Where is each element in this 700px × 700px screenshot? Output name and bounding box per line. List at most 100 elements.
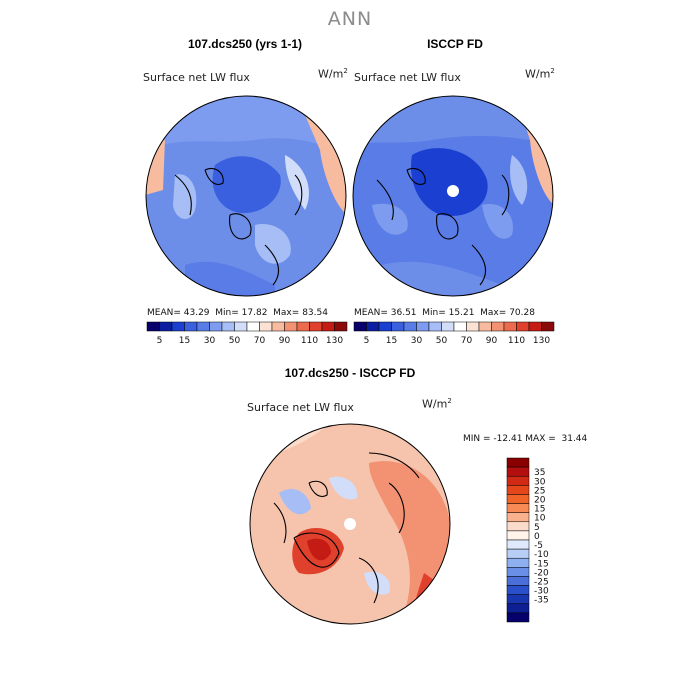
colorbar-swatch	[184, 321, 198, 332]
panel2-region-light2	[482, 204, 513, 239]
colorbar-swatch	[441, 321, 455, 332]
colorbar-tick-label: 15	[179, 336, 190, 346]
colorbar-tick-label: 90	[279, 336, 291, 346]
colorbar-tick-label: 5	[364, 336, 370, 346]
panel1-region-core	[212, 156, 281, 214]
panel2-region-light1	[372, 203, 408, 235]
panel1-units-base: W/m	[318, 67, 344, 81]
colorbar-tick-label: 5	[157, 336, 163, 346]
colorbar-swatch	[506, 512, 530, 523]
panel3-polar-map	[249, 423, 451, 625]
colorbar-swatch	[506, 612, 530, 623]
panel2-coastlines	[376, 167, 510, 286]
colorbar-tick-label: 25	[534, 486, 545, 496]
colorbar-swatch	[209, 321, 223, 332]
panel1-units-exp: 2	[343, 67, 348, 75]
panel1-title: 107.dcs250 (yrs 1-1)	[187, 37, 303, 51]
panel2-units-exp: 2	[550, 67, 555, 75]
panel2-map-border	[352, 95, 554, 297]
colorbar-swatch	[506, 503, 530, 513]
panel1-max-label: Max=	[273, 308, 300, 318]
panel3-coastlines	[273, 452, 420, 604]
panel1-coastlines	[174, 167, 303, 286]
colorbar-swatch	[506, 457, 530, 468]
panel2-region-light3	[510, 155, 528, 205]
panel1-min-label: Min=	[215, 308, 239, 318]
colorbar-swatch	[506, 521, 530, 532]
panel3-title: 107.dcs250 - ISCCP FD	[284, 366, 416, 380]
panel3-units-exp: 2	[447, 397, 452, 405]
panel2-stats: MEAN= 36.51 Min= 15.21 Max= 70.28	[354, 308, 535, 318]
colorbar-tick-label: -35	[534, 596, 549, 606]
panel1-region-light1	[173, 174, 197, 220]
colorbar-tick-label: 130	[326, 336, 343, 346]
panel1-field-label: Surface net LW flux	[143, 71, 250, 84]
colorbar-swatch	[506, 585, 530, 595]
colorbar-swatch	[506, 485, 530, 495]
colorbar-swatch	[428, 321, 442, 332]
colorbar-swatch	[296, 321, 310, 332]
colorbar-tick-label: -30	[534, 587, 549, 597]
panel3-region-cool1	[279, 488, 311, 515]
panel2-mean-value: 36.51	[390, 308, 417, 318]
panel2-units: W/m2	[525, 67, 555, 81]
colorbar-swatch	[416, 321, 430, 332]
panel1-region-warm-west	[146, 135, 165, 195]
colorbar-swatch	[321, 321, 335, 332]
colorbar-swatch	[506, 494, 530, 504]
colorbar-tick-label: 15	[534, 505, 545, 515]
colorbar-swatch	[403, 321, 417, 332]
colorbar-tick-label: -25	[534, 578, 549, 588]
colorbar-tick-label: 50	[436, 336, 448, 346]
colorbar-swatch	[466, 321, 480, 332]
colorbar-swatch	[516, 321, 530, 332]
colorbar-tick-label: 30	[534, 477, 546, 487]
panel3-field-label: Surface net LW flux	[247, 401, 354, 414]
colorbar-swatch	[506, 576, 530, 586]
colorbar-tick-label: -5	[534, 541, 543, 551]
colorbar-swatch	[221, 321, 235, 332]
colorbar-swatch	[246, 321, 260, 332]
panel1-units: W/m2	[318, 67, 348, 81]
colorbar-swatch	[453, 321, 467, 332]
colorbar-swatch	[506, 557, 530, 568]
panel2-field-label: Surface net LW flux	[354, 71, 461, 84]
panel3-units-base: W/m	[422, 397, 448, 411]
colorbar-swatch	[271, 321, 285, 332]
colorbar-swatch	[506, 567, 530, 577]
colorbar-swatch	[506, 603, 530, 614]
panel3-region-hottest	[307, 538, 331, 561]
colorbar-tick-label: 10	[534, 514, 546, 524]
colorbar-swatch	[146, 321, 160, 332]
colorbar-swatch	[506, 548, 530, 559]
panel1-min-value: 17.82	[241, 308, 268, 318]
colorbar-tick-label: 0	[534, 532, 540, 542]
colorbar-swatch	[196, 321, 210, 332]
colorbar-swatch	[171, 321, 185, 332]
panel1-region-light3	[285, 155, 309, 210]
colorbar-tick-label: -20	[534, 568, 549, 578]
colorbar-swatch	[284, 321, 298, 332]
colorbar-swatch	[506, 594, 530, 605]
colorbar-swatch	[506, 466, 530, 477]
panel2-title: ISCCP FD	[427, 37, 483, 51]
colorbar-tick-label: 30	[204, 336, 216, 346]
colorbar-swatch	[334, 321, 348, 332]
colorbar-tick-label: 30	[411, 336, 423, 346]
panel1-mean-value: 43.29	[183, 308, 210, 318]
colorbar-swatch	[478, 321, 492, 332]
colorbar-swatch	[491, 321, 505, 332]
colorbar-tick-label: 35	[534, 468, 545, 478]
panel3-units: W/m2	[422, 397, 452, 411]
panel2-max-value: 70.28	[509, 308, 535, 318]
panel2-polar-map	[352, 95, 554, 297]
colorbar-swatch	[309, 321, 323, 332]
panel3-region-cool3	[364, 571, 390, 595]
colorbar-tick-label: 50	[229, 336, 241, 346]
colorbar-swatch	[506, 475, 530, 486]
panel1-map-border	[145, 95, 347, 297]
panel3-pole-missing-data	[344, 518, 356, 530]
panel3-stats: MIN = -12.41 MAX = 31.44	[463, 434, 588, 444]
colorbar-swatch	[528, 321, 542, 332]
